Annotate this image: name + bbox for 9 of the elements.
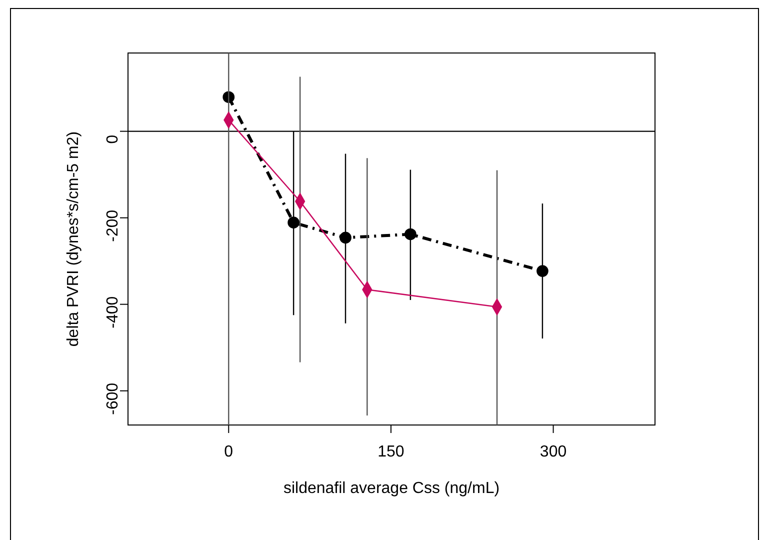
x-axis-title: sildenafil average Css (ng/mL) [283, 480, 500, 497]
x-tick-label: 0 [224, 443, 234, 460]
x-tick-label: 150 [378, 443, 404, 460]
y-axis-title: delta PVRI (dynes*s/cm-5 m2) [65, 131, 82, 347]
y-tick-label: -200 [104, 210, 122, 242]
x-tick-label: 300 [540, 443, 567, 460]
y-tick-label: 0 [104, 134, 122, 144]
y-tick-label: -400 [104, 296, 122, 328]
y-tick-label: -600 [104, 382, 122, 415]
